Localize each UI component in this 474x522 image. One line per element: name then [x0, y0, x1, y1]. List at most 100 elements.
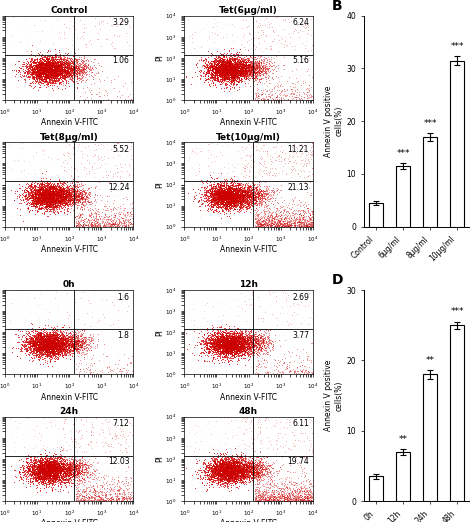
- Point: [22, 413, 29, 421]
- Point: [31, 473, 38, 481]
- Point: [26, 54, 33, 62]
- Point: [211, 66, 219, 74]
- Point: [228, 346, 236, 354]
- Point: [211, 184, 219, 192]
- Point: [37, 183, 45, 191]
- Point: [228, 196, 235, 204]
- Point: [66, 188, 73, 197]
- Point: [245, 186, 253, 195]
- Point: [74, 342, 82, 350]
- Point: [258, 467, 266, 476]
- Point: [260, 465, 268, 473]
- Point: [208, 346, 215, 354]
- Point: [54, 458, 61, 466]
- Point: [225, 65, 233, 73]
- Point: [51, 197, 59, 205]
- Point: [46, 75, 54, 83]
- Point: [37, 472, 45, 480]
- Point: [273, 431, 281, 440]
- Point: [228, 461, 236, 470]
- Point: [49, 338, 57, 347]
- Point: [235, 67, 242, 75]
- Point: [33, 336, 40, 344]
- Point: [65, 343, 73, 351]
- Point: [281, 33, 288, 41]
- Point: [243, 59, 250, 67]
- Point: [255, 487, 263, 495]
- Point: [280, 196, 288, 204]
- Point: [257, 472, 264, 481]
- Point: [78, 346, 86, 354]
- Point: [230, 478, 238, 487]
- Point: [226, 184, 233, 193]
- Point: [214, 340, 221, 349]
- Point: [238, 339, 246, 348]
- Point: [303, 492, 310, 501]
- Point: [308, 96, 316, 104]
- Point: [30, 341, 38, 349]
- Point: [99, 497, 107, 505]
- Point: [43, 329, 51, 338]
- Point: [40, 72, 48, 80]
- Point: [211, 464, 219, 472]
- Point: [231, 340, 238, 348]
- Point: [38, 462, 46, 470]
- Point: [245, 61, 253, 69]
- Point: [265, 19, 273, 28]
- Point: [221, 58, 229, 66]
- Point: [47, 347, 55, 355]
- Point: [266, 221, 274, 229]
- Point: [42, 352, 49, 360]
- Point: [58, 196, 66, 204]
- Point: [71, 191, 79, 199]
- Point: [7, 334, 14, 342]
- Point: [36, 449, 44, 458]
- Point: [37, 335, 45, 343]
- Point: [26, 343, 34, 351]
- Point: [34, 73, 41, 81]
- Point: [29, 464, 37, 472]
- Point: [219, 63, 227, 71]
- Point: [43, 62, 51, 70]
- Point: [223, 338, 230, 346]
- Point: [35, 340, 43, 348]
- Point: [60, 55, 68, 63]
- Point: [48, 201, 56, 209]
- Point: [218, 198, 226, 206]
- Point: [210, 461, 218, 469]
- Point: [27, 480, 34, 488]
- Point: [35, 346, 43, 354]
- Point: [212, 464, 220, 472]
- Point: [51, 207, 59, 215]
- Point: [36, 343, 44, 351]
- Point: [234, 335, 241, 343]
- Point: [43, 469, 50, 477]
- Point: [47, 469, 55, 478]
- Point: [222, 474, 229, 482]
- Point: [52, 63, 59, 72]
- Point: [259, 87, 267, 95]
- Point: [43, 337, 51, 345]
- Point: [245, 467, 253, 475]
- Point: [201, 66, 208, 75]
- Point: [224, 342, 232, 350]
- Point: [305, 490, 312, 498]
- Point: [236, 67, 243, 75]
- Point: [237, 464, 244, 472]
- Point: [247, 342, 255, 351]
- Point: [229, 461, 237, 469]
- Point: [217, 194, 224, 203]
- Point: [8, 164, 16, 173]
- Point: [205, 466, 212, 474]
- Point: [25, 464, 33, 472]
- Point: [41, 188, 48, 197]
- Point: [223, 63, 231, 72]
- Point: [81, 195, 89, 203]
- Point: [59, 67, 66, 75]
- Point: [40, 465, 48, 473]
- Point: [229, 68, 237, 76]
- Point: [43, 203, 50, 211]
- Point: [55, 464, 63, 472]
- Point: [204, 186, 212, 194]
- Point: [49, 64, 56, 73]
